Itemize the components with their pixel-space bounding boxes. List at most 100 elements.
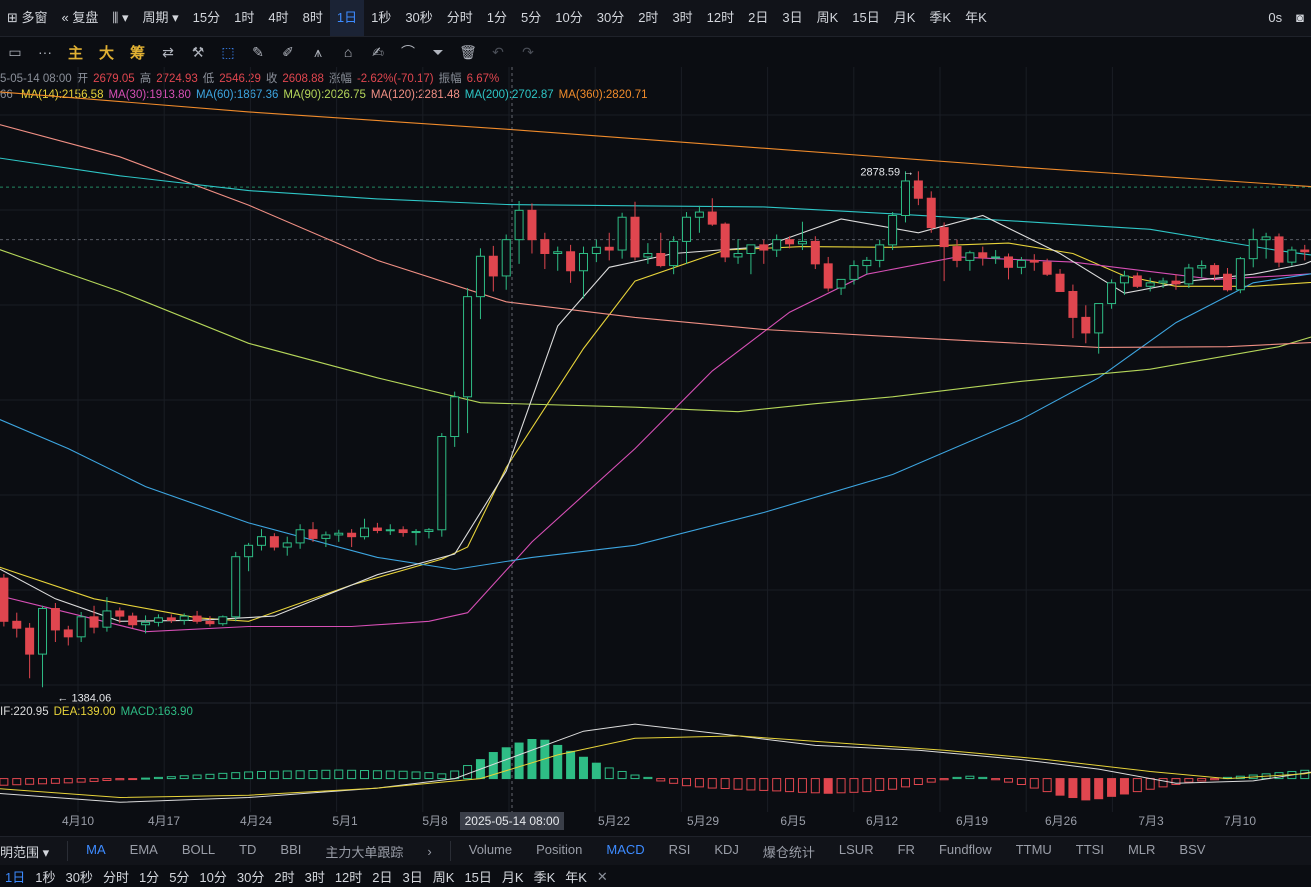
main-indicator-5[interactable]: 主力大单跟踪 — [325, 844, 404, 860]
scroll-right-icon[interactable]: › — [427, 843, 432, 859]
sub-indicator-11[interactable]: MLR — [1127, 841, 1156, 857]
tools-icon[interactable]: ⚒ — [191, 43, 205, 60]
bottom-timeframe-5[interactable]: 5分 — [169, 870, 190, 885]
timeframe-1[interactable]: 1时 — [234, 10, 255, 25]
lock-icon[interactable]: ⌂ — [343, 44, 353, 60]
more-icon[interactable]: ··· — [38, 44, 52, 60]
timeframe-11[interactable]: 30分 — [596, 10, 625, 25]
sub-indicator-7[interactable]: FR — [897, 841, 915, 857]
main-indicator-0[interactable]: MA — [86, 841, 106, 857]
timeframe-16[interactable]: 3日 — [782, 10, 803, 25]
bottom-timeframe-1[interactable]: 1秒 — [35, 870, 56, 885]
close-icon[interactable]: ✕ — [596, 868, 608, 884]
macd-bar — [50, 778, 60, 784]
amplitude-label: 振幅 — [438, 73, 462, 85]
macd-bar — [978, 776, 988, 780]
macd-bar — [939, 778, 949, 781]
macd-bar — [643, 776, 653, 780]
range-dropdown[interactable]: 明范围 ▾ — [0, 844, 50, 860]
timeframe-20[interactable]: 季K — [929, 10, 952, 25]
transfer-icon[interactable]: ⇄ — [162, 43, 174, 60]
sub-indicator-10[interactable]: TTSI — [1075, 841, 1104, 857]
timeframe-21[interactable]: 年K — [965, 10, 987, 25]
cursor-icon[interactable]: ⬚ — [221, 43, 235, 60]
candle-body — [63, 629, 73, 638]
sub-indicator-6[interactable]: LSUR — [838, 841, 874, 857]
camera-icon[interactable]: ◙ — [1296, 10, 1304, 25]
sub-indicator-8[interactable]: Fundflow — [938, 841, 992, 857]
sub-indicator-0[interactable]: Volume — [468, 841, 513, 857]
macd-bar — [1068, 778, 1078, 799]
undo-icon[interactable]: ↶ — [492, 43, 504, 60]
note-icon[interactable]: ✍ — [372, 43, 384, 60]
filter-icon[interactable]: ⏷ — [432, 43, 444, 60]
bottom-timeframe-9[interactable]: 3时 — [304, 870, 325, 885]
candle-body — [321, 534, 331, 539]
bottom-timeframe-2[interactable]: 30秒 — [65, 870, 93, 885]
trash-icon[interactable]: 🗑 — [459, 43, 477, 60]
bottom-timeframe-14[interactable]: 15日 — [464, 870, 492, 885]
timeframe-13[interactable]: 3时 — [672, 10, 693, 25]
bottom-timeframe-12[interactable]: 3日 — [402, 870, 423, 885]
sub-indicator-3[interactable]: RSI — [668, 841, 691, 857]
sub-indicator-4[interactable]: KDJ — [714, 841, 739, 857]
pattern-icon[interactable]: ⩚ — [314, 43, 322, 60]
chart-type-button[interactable]: ⫼ ▾ — [112, 10, 129, 25]
timeframe-3[interactable]: 8时 — [302, 10, 323, 25]
bottom-timeframe-16[interactable]: 季K — [533, 870, 556, 885]
restore-button[interactable]: « 复盘 — [61, 10, 99, 25]
layout-button[interactable]: ⊞ 多窗 — [7, 10, 48, 25]
main-indicator-4[interactable]: BBI — [280, 841, 302, 857]
timeframe-19[interactable]: 月K — [893, 10, 916, 25]
timeframe-17[interactable]: 周K — [816, 10, 839, 25]
macd-bar — [12, 778, 22, 786]
main-indicator-2[interactable]: BOLL — [181, 841, 216, 857]
sub-indicator-5[interactable]: 爆仓统计 — [762, 844, 815, 860]
candle-body — [256, 536, 266, 546]
price-chart[interactable]: 2878.59 → ← 1384.06 4月10 4月17 4月24 5月1 5月8 5月22… — [0, 67, 1311, 835]
bottom-timeframe-15[interactable]: 月K — [501, 870, 524, 885]
big-order-button[interactable]: 大 — [99, 44, 115, 62]
main-indicator-1[interactable]: EMA — [129, 841, 158, 857]
timeframe-6[interactable]: 30秒 — [405, 10, 433, 25]
bottom-timeframe-6[interactable]: 10分 — [199, 870, 227, 885]
sub-indicator-12[interactable]: BSV — [1179, 841, 1206, 857]
timeframe-9[interactable]: 5分 — [521, 10, 542, 25]
timeframe-18[interactable]: 15日 — [852, 10, 880, 25]
bottom-timeframe-7[interactable]: 30分 — [236, 870, 265, 885]
bottom-timeframe-11[interactable]: 2日 — [372, 870, 393, 885]
sub-indicator-2[interactable]: MACD — [606, 841, 645, 857]
bottom-timeframe-4[interactable]: 1分 — [138, 870, 160, 885]
timeframe-14[interactable]: 12时 — [706, 10, 735, 25]
candle-body — [540, 239, 550, 254]
timeframe-2[interactable]: 4时 — [268, 10, 289, 25]
panel-icon[interactable]: ▭ — [8, 43, 22, 60]
ruler-icon[interactable]: ✎ — [252, 43, 264, 60]
bottom-timeframe-0[interactable]: 1日 — [5, 870, 26, 885]
timeframe-5[interactable]: 1秒 — [371, 10, 392, 25]
timeframe-7[interactable]: 分时 — [446, 10, 473, 25]
timeframe-12[interactable]: 2时 — [638, 10, 659, 25]
macd-bar — [1055, 778, 1065, 796]
main-indicator-3[interactable]: TD — [239, 841, 257, 857]
main-chart-button[interactable]: 主 — [68, 44, 84, 62]
macd-bar — [295, 770, 305, 780]
bottom-timeframe-3[interactable]: 分时 — [102, 870, 129, 885]
timeframe-15[interactable]: 2日 — [748, 10, 769, 25]
period-dropdown[interactable]: 周期 ▾ — [142, 10, 179, 25]
pen-icon[interactable]: ✐ — [282, 43, 294, 60]
bottom-timeframe-13[interactable]: 周K — [432, 870, 455, 885]
sub-indicator-9[interactable]: TTMU — [1015, 841, 1052, 857]
bottom-timeframe-10[interactable]: 12时 — [334, 870, 363, 885]
sub-indicator-1[interactable]: Position — [536, 841, 583, 857]
timeframe-0[interactable]: 15分 — [192, 10, 221, 25]
redo-icon[interactable]: ↷ — [522, 43, 534, 60]
chips-button[interactable]: 筹 — [130, 44, 146, 62]
bottom-timeframe-17[interactable]: 年K — [565, 870, 587, 885]
candle-body — [153, 617, 163, 623]
timeframe-8[interactable]: 1分 — [486, 10, 508, 25]
bottom-timeframe-8[interactable]: 2时 — [274, 870, 295, 885]
magnet-icon[interactable]: ⌒ — [401, 44, 416, 60]
timeframe-10[interactable]: 10分 — [555, 10, 583, 25]
timeframe-4[interactable]: 1日 — [329, 0, 365, 36]
